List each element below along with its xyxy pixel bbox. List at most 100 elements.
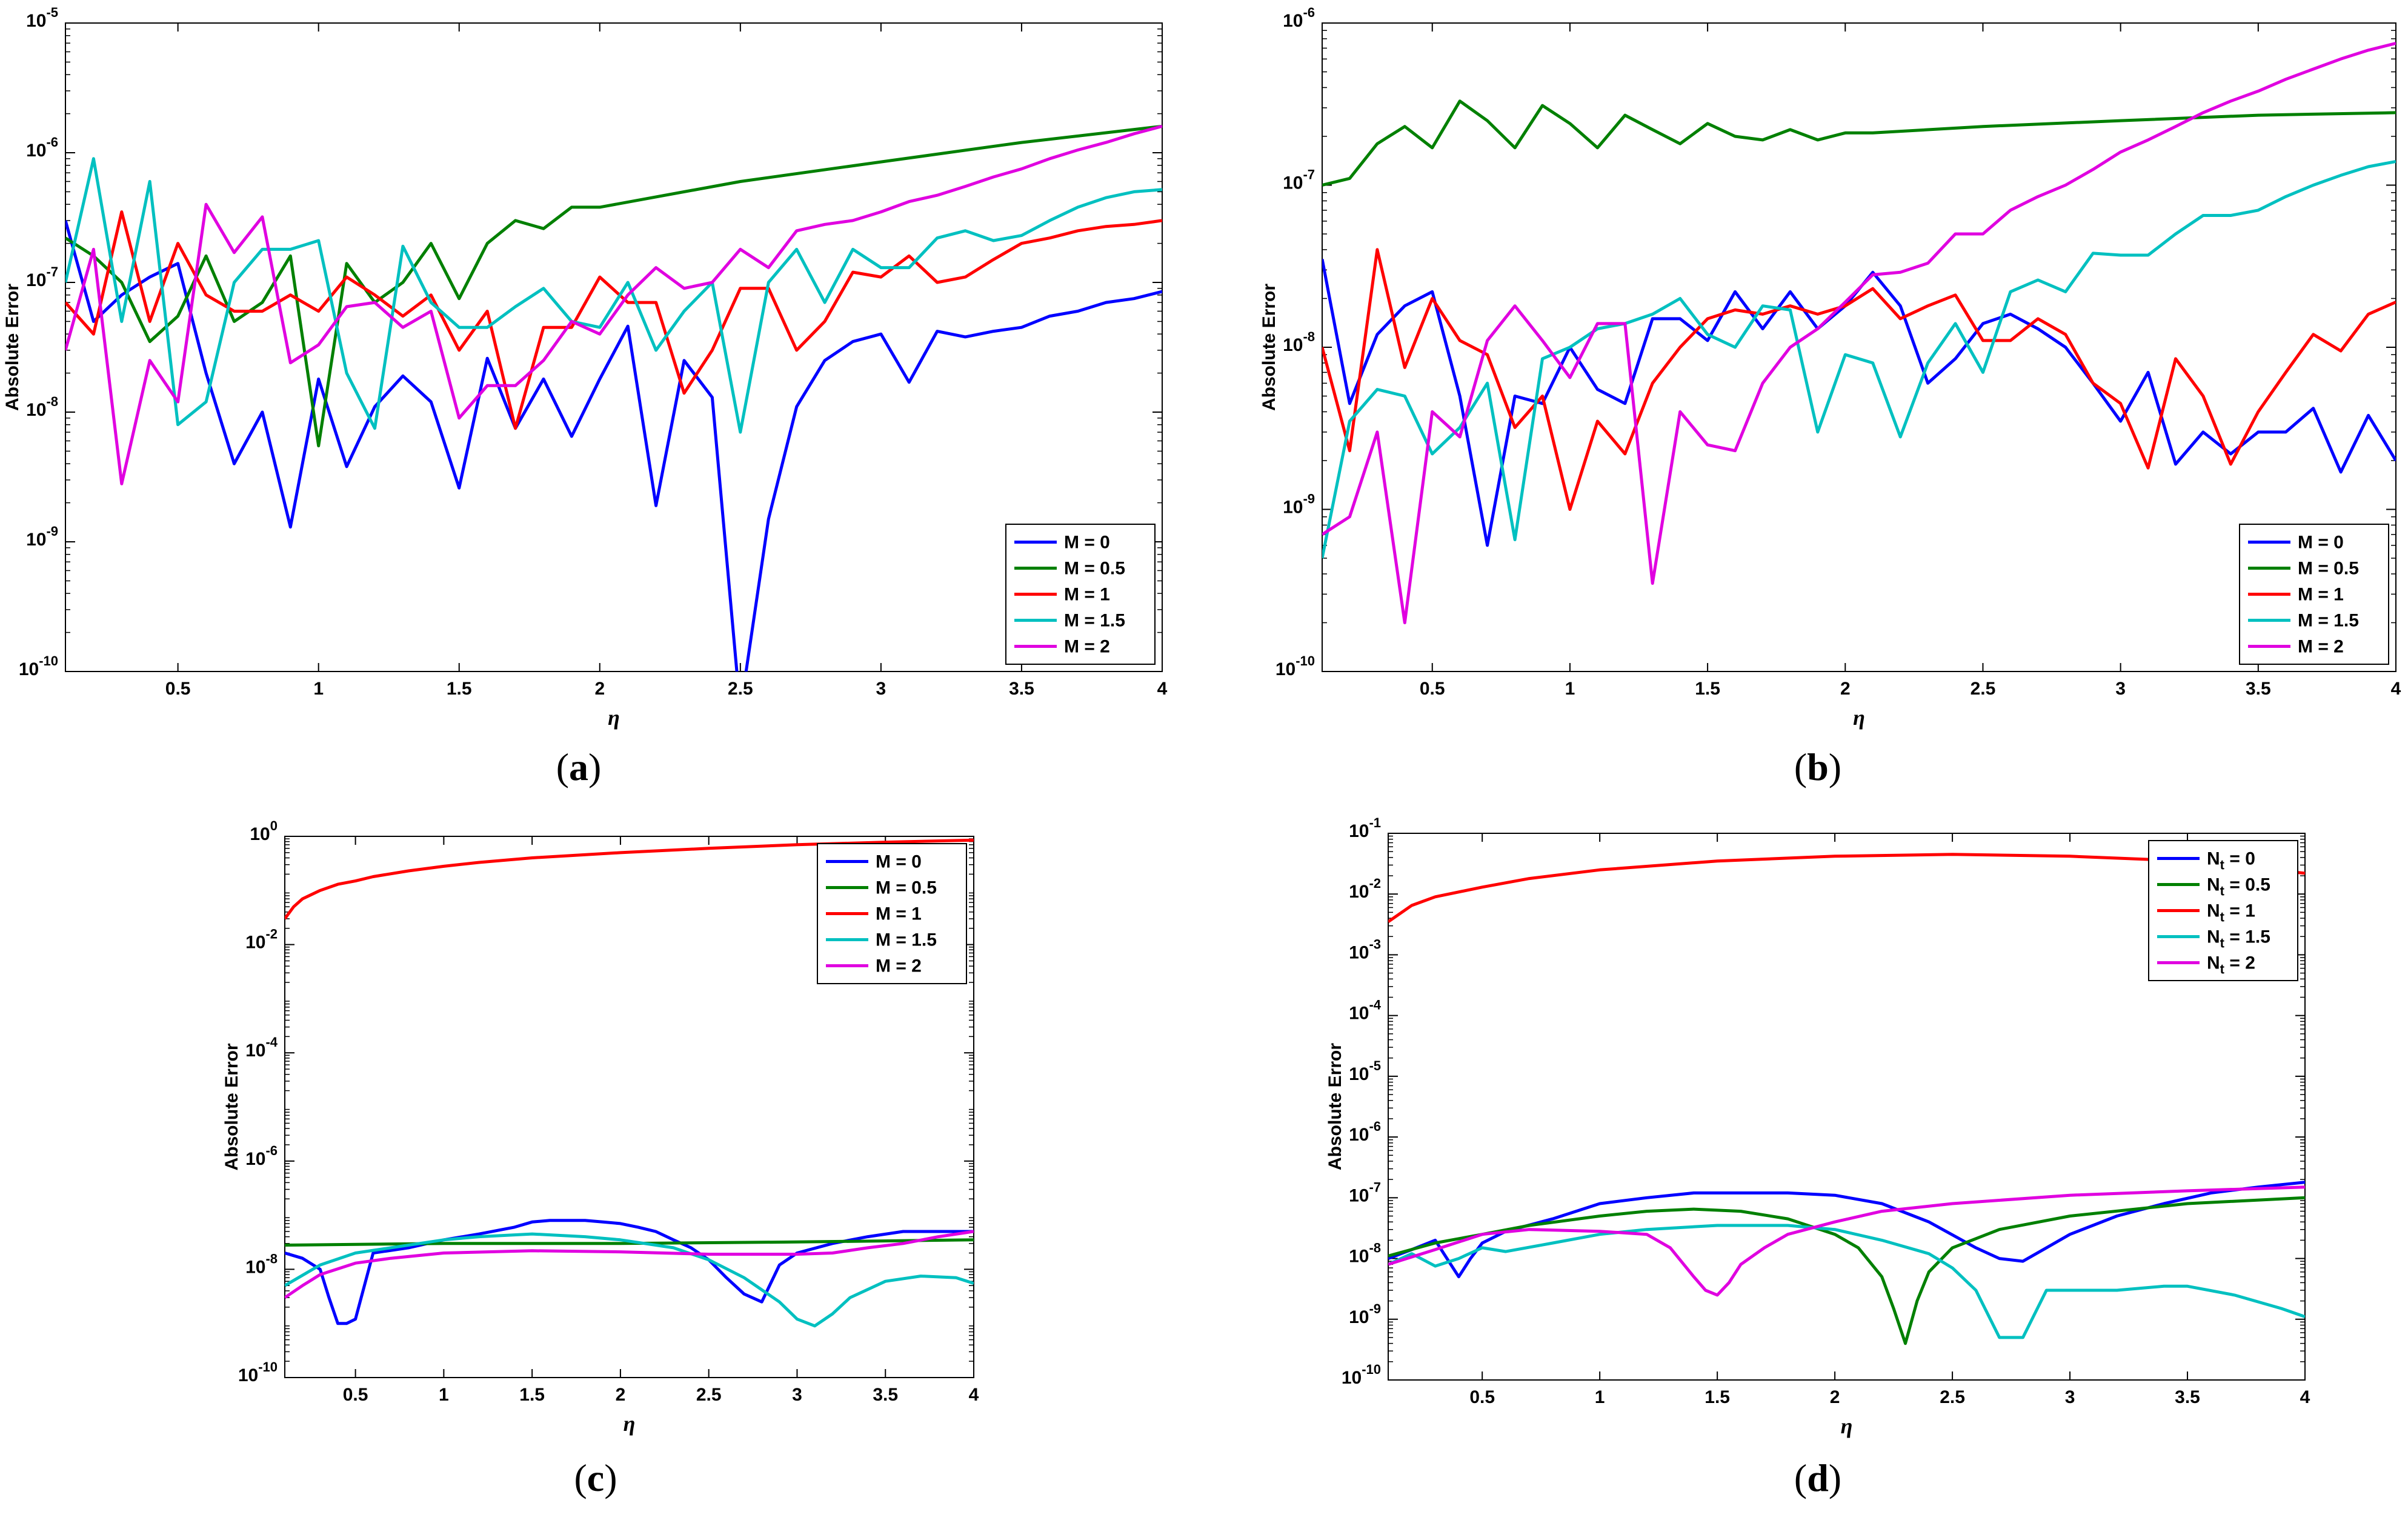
legend-entry: M = 0.5 (2298, 559, 2359, 579)
x-axis-label: η (1841, 1414, 1853, 1438)
x-tick-label: 0.5 (343, 1385, 368, 1405)
x-tick-label: 1.5 (447, 679, 472, 699)
series-group (285, 838, 974, 1328)
y-tick-label: 10-8 (245, 1251, 278, 1277)
series-line-m-1-5 (1322, 159, 2396, 559)
series-line-m-0-5 (65, 124, 1162, 448)
plot-frame (65, 22, 1163, 672)
legend-entry: Nt = 0 (2207, 849, 2255, 873)
legend: M = 0 M = 0.5 M = 1 M = 1.5 M = 2 (2239, 524, 2389, 665)
panel-a: 0.5 1 1.5 2 2.5 3 3.5 4 10-10 10-9 10-8 10-7 10-6 10-… (2, 5, 1168, 788)
legend-entry: Nt = 0.5 (2207, 875, 2270, 899)
x-tick-label: 2 (594, 679, 605, 699)
x-tick-label: 1.5 (1705, 1387, 1730, 1407)
series-line-m-2 (1322, 41, 2396, 624)
x-tick-label: 2 (1840, 679, 1851, 699)
legend: Nt = 0Nt = 0.5Nt = 1Nt = 1.5Nt = 2 (2148, 840, 2298, 981)
series-line-nt-1 (1388, 853, 2305, 923)
series-line-m-1 (65, 210, 1162, 430)
legend-entry: M = 0.5 (1064, 559, 1125, 579)
series-group (65, 124, 1162, 672)
legend-entry: M = 1.5 (876, 930, 937, 950)
series-line-nt-2 (1388, 1185, 2305, 1297)
x-tick-label: 3.5 (873, 1385, 898, 1405)
y-axis-label: Absolute Error (222, 1043, 242, 1170)
legend-entry: M = 2 (1064, 637, 1110, 657)
series-line-nt-0 (1388, 1181, 2305, 1279)
legend-entry: M = 1.5 (1064, 611, 1125, 631)
x-tick-label: 4 (2300, 1387, 2310, 1407)
x-axis-label: η (1853, 705, 1865, 730)
series-group (1388, 853, 2305, 1345)
legend-entry: Nt = 2 (2207, 953, 2255, 977)
x-tick-label: 2.5 (696, 1385, 722, 1405)
y-tick-label: 10-5 (26, 5, 58, 31)
legend-entry: Nt = 1 (2207, 901, 2255, 925)
x-tick-label: 3.5 (2175, 1387, 2200, 1407)
y-tick-label: 10-10 (1342, 1362, 1381, 1388)
series-line-m-1 (285, 838, 974, 920)
series-line-m-0 (1322, 259, 2396, 547)
x-tick-label: 0.5 (1420, 679, 1445, 699)
x-tick-label: 2 (616, 1385, 626, 1405)
x-tick-label: 2.5 (1971, 679, 1996, 699)
x-tick-label: 2.5 (1940, 1387, 1965, 1407)
y-tick-label: 10-10 (238, 1359, 278, 1385)
panel-d: 0.5 1 1.5 2 2.5 3 3.5 4 10-10 10-9 10-8 10-7 10-6 10-… (1325, 815, 2310, 1499)
y-tick-label: 10-9 (26, 524, 58, 550)
series-line-m-1-5 (285, 1232, 974, 1328)
x-tick-label: 4 (1157, 679, 1168, 699)
x-tick-label: 0.5 (1469, 1387, 1495, 1407)
legend-entry: M = 1 (876, 904, 922, 924)
y-tick-label: 10-1 (1349, 815, 1381, 841)
x-tick-label: 2.5 (728, 679, 753, 699)
x-tick-label: 1.5 (1695, 679, 1720, 699)
y-tick-label: 100 (250, 818, 278, 844)
legend-entry: M = 1.5 (2298, 611, 2359, 631)
x-tick-label: 0.5 (165, 679, 191, 699)
x-tick-label: 3 (876, 679, 886, 699)
series-line-m-1 (1322, 248, 2396, 511)
x-tick-label: 4 (2391, 679, 2401, 699)
x-tick-label: 4 (969, 1385, 979, 1405)
y-tick-label: 10-7 (26, 264, 58, 290)
y-tick-label: 10-6 (26, 135, 58, 161)
legend-entry: M = 0.5 (876, 878, 937, 898)
plot-frame (284, 836, 974, 1378)
plot-frame (1322, 22, 2396, 672)
legend-entry: M = 0 (876, 852, 922, 872)
y-tick-label: 10-6 (245, 1143, 278, 1169)
x-tick-label: 3 (2065, 1387, 2075, 1407)
series-line-nt-0-5 (1388, 1196, 2305, 1345)
legend-entry: M = 2 (2298, 637, 2344, 657)
legend: M = 0 M = 0.5 M = 1 M = 1.5 M = 2 (817, 843, 967, 984)
y-tick-label: 10-7 (1349, 1179, 1381, 1205)
y-tick-label: 10-2 (245, 927, 278, 953)
x-tick-label: 1 (1595, 1387, 1605, 1407)
legend-entry: M = 2 (876, 956, 922, 976)
y-tick-label: 10-6 (1283, 5, 1315, 31)
y-axis-label: Absolute Error (1259, 284, 1279, 411)
series-line-m-0 (65, 220, 1162, 672)
y-tick-label: 10-3 (1349, 936, 1381, 962)
y-tick-label: 10-8 (1283, 329, 1315, 355)
y-tick-label: 10-2 (1349, 876, 1381, 902)
legend-entry: M = 0 (2298, 533, 2344, 553)
panel-caption: (b) (1794, 745, 1841, 788)
x-tick-label: 1 (1565, 679, 1575, 699)
x-tick-label: 3 (792, 1385, 802, 1405)
series-group (1322, 41, 2396, 624)
legend-entry: M = 1 (2298, 585, 2344, 605)
series-line-m-1-5 (65, 157, 1162, 434)
x-axis-label: η (608, 705, 620, 730)
y-tick-label: 10-9 (1283, 492, 1315, 518)
series-line-m-2 (285, 1230, 974, 1299)
y-tick-label: 10-10 (1276, 653, 1315, 679)
x-tick-label: 1.5 (519, 1385, 545, 1405)
y-axis-label: Absolute Error (1325, 1043, 1345, 1170)
x-tick-label: 3.5 (1009, 679, 1034, 699)
series-line-nt-1-5 (1388, 1224, 2305, 1339)
x-tick-label: 2 (1830, 1387, 1840, 1407)
y-tick-label: 10-6 (1349, 1119, 1381, 1145)
